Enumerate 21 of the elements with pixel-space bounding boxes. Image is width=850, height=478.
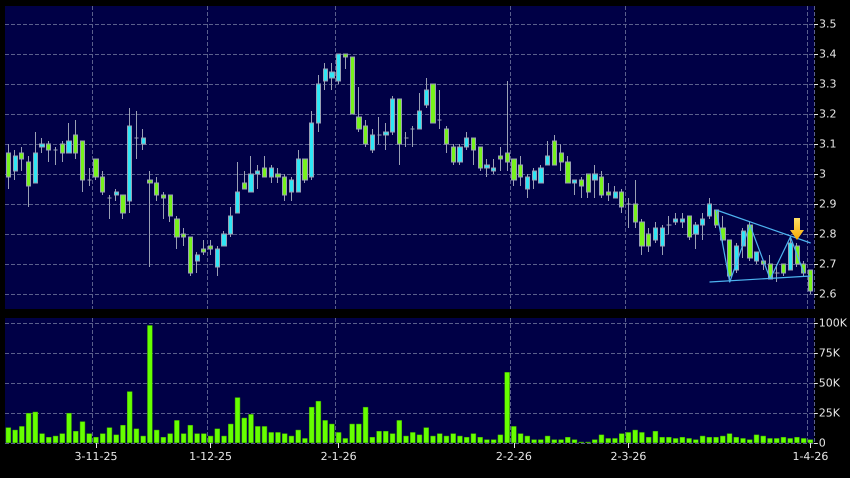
y-tick-label: 0 xyxy=(818,436,826,450)
y-tick-label: 75K xyxy=(818,346,841,360)
x-tick-label: 3-11-25 xyxy=(74,450,118,463)
y-tick-label: 3.2 xyxy=(819,108,836,120)
y-tick-label: 50K xyxy=(818,376,841,390)
y-tick-label: 2.9 xyxy=(819,198,836,210)
y-tick-label: 3 xyxy=(819,168,826,180)
x-tick-label: 1-4-26 xyxy=(792,450,828,463)
y-tick-label: 3.3 xyxy=(819,78,836,90)
y-tick-label: 25K xyxy=(818,406,841,420)
y-tick-label: 3.4 xyxy=(819,48,836,60)
y-tick-label: 100K xyxy=(818,316,848,330)
y-tick-label: 2.8 xyxy=(819,228,836,240)
x-tick-label: 1-12-25 xyxy=(189,450,232,463)
x-tick-label: 2-2-26 xyxy=(496,450,532,463)
y-tick-label: 3.5 xyxy=(819,18,836,30)
y-tick-label: 3.1 xyxy=(819,138,836,150)
y-tick-label: 2.7 xyxy=(819,258,836,270)
x-tick-label: 2-3-26 xyxy=(610,450,646,463)
y-tick-label: 2.6 xyxy=(819,288,836,300)
x-tick-label: 2-1-26 xyxy=(320,450,357,463)
